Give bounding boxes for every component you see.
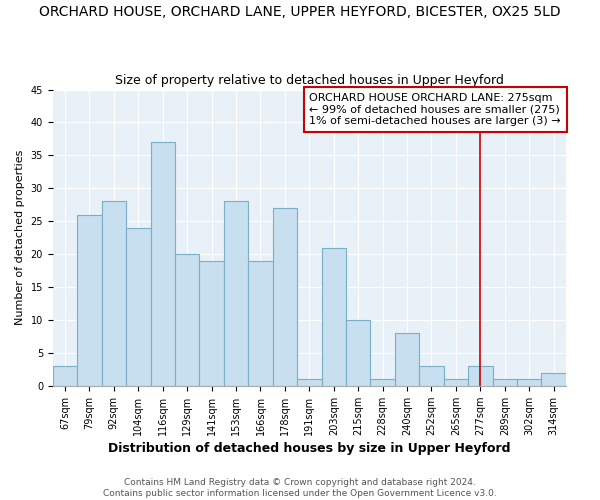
Bar: [272, 208, 297, 386]
Bar: [322, 248, 346, 386]
Bar: [151, 142, 175, 386]
Bar: [199, 260, 224, 386]
Bar: [370, 379, 395, 386]
Bar: [175, 254, 199, 386]
Bar: [101, 202, 126, 386]
Bar: [468, 366, 493, 386]
Bar: [297, 379, 322, 386]
Bar: [224, 202, 248, 386]
Bar: [126, 228, 151, 386]
X-axis label: Distribution of detached houses by size in Upper Heyford: Distribution of detached houses by size …: [108, 442, 511, 455]
Bar: [248, 260, 272, 386]
Bar: [395, 333, 419, 386]
Y-axis label: Number of detached properties: Number of detached properties: [15, 150, 25, 326]
Text: ORCHARD HOUSE ORCHARD LANE: 275sqm
← 99% of detached houses are smaller (275)
1%: ORCHARD HOUSE ORCHARD LANE: 275sqm ← 99%…: [310, 93, 561, 126]
Title: Size of property relative to detached houses in Upper Heyford: Size of property relative to detached ho…: [115, 74, 504, 87]
Text: Contains HM Land Registry data © Crown copyright and database right 2024.
Contai: Contains HM Land Registry data © Crown c…: [103, 478, 497, 498]
Bar: [77, 214, 101, 386]
Bar: [419, 366, 444, 386]
Bar: [541, 372, 566, 386]
Text: ORCHARD HOUSE, ORCHARD LANE, UPPER HEYFORD, BICESTER, OX25 5LD: ORCHARD HOUSE, ORCHARD LANE, UPPER HEYFO…: [39, 5, 561, 19]
Bar: [53, 366, 77, 386]
Bar: [444, 379, 468, 386]
Bar: [493, 379, 517, 386]
Bar: [346, 320, 370, 386]
Bar: [517, 379, 541, 386]
